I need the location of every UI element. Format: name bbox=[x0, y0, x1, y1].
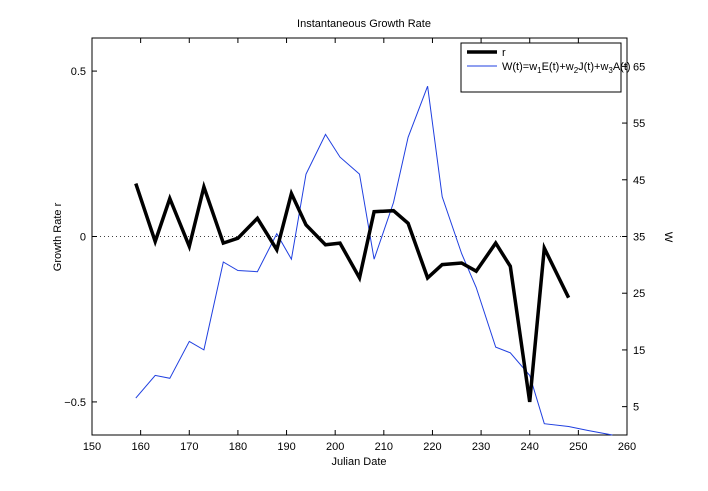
right-y-tick-label: 65 bbox=[633, 61, 645, 73]
x-tick-label: 230 bbox=[472, 441, 490, 453]
left-y-axis-title: Growth Rate r bbox=[52, 202, 64, 271]
x-tick-label: 240 bbox=[521, 441, 539, 453]
x-tick-label: 150 bbox=[83, 441, 101, 453]
right-y-tick-label: 5 bbox=[633, 402, 639, 414]
right-y-tick-label: 45 bbox=[633, 175, 645, 187]
x-tick-label: 190 bbox=[277, 441, 295, 453]
legend-w-sub: 1 bbox=[537, 66, 542, 75]
left-y-tick-label: 0 bbox=[80, 232, 86, 244]
x-tick-label: 180 bbox=[229, 441, 247, 453]
right-y-tick-label: 35 bbox=[633, 232, 645, 244]
series-line-w bbox=[135, 86, 613, 436]
series-layer bbox=[134, 86, 613, 436]
x-axis-title: Julian Date bbox=[331, 456, 386, 468]
legend-w-sub: 3 bbox=[608, 66, 613, 75]
legend-w-part: W(t)=w bbox=[502, 61, 537, 73]
legend-w-part: A(t) bbox=[613, 61, 631, 73]
axes-ticks: 150 160 170 180 190 200 210 220 230 240 250 260−0.5… bbox=[64, 38, 645, 453]
right-y-axis-title: W bbox=[662, 232, 674, 243]
right-y-tick-label: 15 bbox=[633, 345, 645, 357]
legend-label-w: W(t)=w1E(t)+w2J(t)+w3A(t) bbox=[502, 61, 631, 75]
legend-w-part: E(t)+w bbox=[542, 61, 574, 73]
series-line-r bbox=[134, 180, 571, 403]
x-tick-label: 200 bbox=[326, 441, 344, 453]
left-y-tick-label: −0.5 bbox=[64, 397, 86, 409]
plot-area-frame bbox=[91, 37, 628, 436]
x-tick-label: 160 bbox=[131, 441, 149, 453]
left-y-tick-label: 0.5 bbox=[71, 66, 86, 78]
chart-title: Instantaneous Growth Rate bbox=[297, 18, 431, 30]
legend-w-sub: 2 bbox=[574, 66, 579, 75]
x-tick-label: 220 bbox=[423, 441, 441, 453]
right-y-tick-label: 25 bbox=[633, 288, 645, 300]
right-y-tick-label: 55 bbox=[633, 118, 645, 130]
x-tick-label: 260 bbox=[618, 441, 636, 453]
x-tick-label: 250 bbox=[569, 441, 587, 453]
legend-label-r: r bbox=[502, 47, 506, 59]
legend: r W(t)=w1E(t)+w2J(t)+w3A(t) bbox=[460, 42, 631, 93]
x-tick-label: 210 bbox=[375, 441, 393, 453]
x-tick-label: 170 bbox=[180, 441, 198, 453]
legend-w-part: J(t)+w bbox=[578, 61, 608, 73]
